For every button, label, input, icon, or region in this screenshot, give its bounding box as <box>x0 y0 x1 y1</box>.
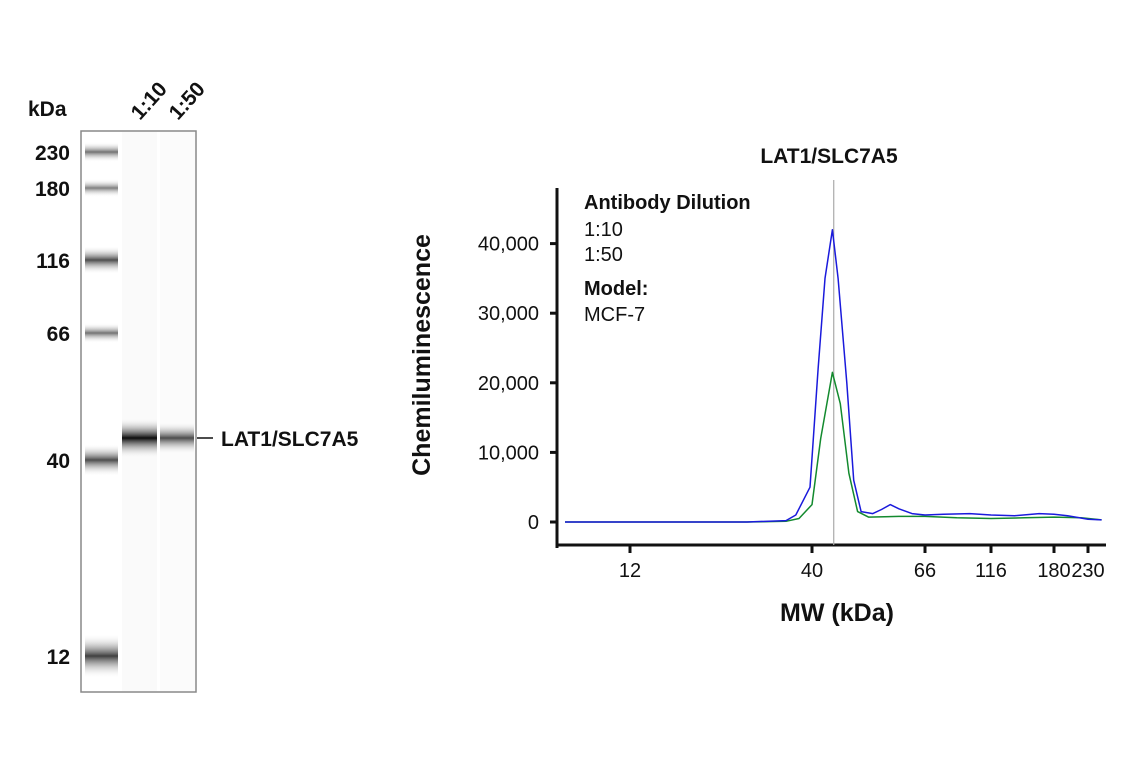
ladder-label-180: 180 <box>35 178 70 201</box>
ladder-label-116: 116 <box>36 250 70 273</box>
y-axis-label: Chemiluminescence <box>408 234 436 476</box>
band-lane-2 <box>160 422 194 454</box>
y-tick-label: 0 <box>528 512 539 534</box>
ladder-lane: 230 180 116 66 40 12 <box>35 142 118 678</box>
x-tick-label: 12 <box>619 560 641 582</box>
ladder-band-116 <box>85 246 118 274</box>
x-tick-label: 40 <box>801 560 823 582</box>
ladder-band-40 <box>85 444 118 476</box>
x-tick-label: 116 <box>975 560 1007 582</box>
legend: Antibody Dilution 1:10 1:50 Model: MCF-7 <box>584 192 751 326</box>
ladder-label-12: 12 <box>47 646 70 669</box>
ladder-label-66: 66 <box>47 323 70 346</box>
chart-panel: LAT1/SLC7A5 Chemiluminescence MW (kDa) 0… <box>408 145 1106 627</box>
ladder-band-180 <box>85 179 118 197</box>
band-label: LAT1/SLC7A5 <box>221 428 359 451</box>
series-line-1-50 <box>565 371 1102 523</box>
ladder-label-230: 230 <box>35 142 70 165</box>
y-tick-label: 10,000 <box>478 442 539 464</box>
x-tick-label: 180 <box>1037 560 1070 582</box>
x-axis-label: MW (kDa) <box>780 599 894 627</box>
legend-entry-1-50: 1:50 <box>584 244 623 266</box>
ladder-band-12 <box>85 634 118 678</box>
legend-model-value: MCF-7 <box>584 304 645 326</box>
x-tick-label: 66 <box>914 560 936 582</box>
series-line-1-10 <box>565 228 1102 523</box>
lane-label-1: 1:10 <box>127 78 172 125</box>
y-tick-label: 20,000 <box>478 373 539 395</box>
blot-panel: kDa 1:10 1:50 230 180 116 66 40 12 LAT1/SLC7A… <box>28 78 359 693</box>
y-tick-label: 30,000 <box>478 303 539 325</box>
ladder-band-230 <box>85 142 118 162</box>
blot-unit-label: kDa <box>28 98 67 121</box>
axes: 0 10,000 20,000 30,000 40,000 12 40 66 116 180 230 <box>478 180 1106 582</box>
ladder-band-66 <box>85 323 118 343</box>
series-group <box>565 228 1102 523</box>
band-lane-1 <box>122 418 157 458</box>
ladder-label-40: 40 <box>47 450 70 473</box>
x-tick-label: 230 <box>1071 560 1104 582</box>
chart-title: LAT1/SLC7A5 <box>760 145 898 168</box>
legend-model-heading: Model: <box>584 278 648 300</box>
lane-label-2: 1:50 <box>165 78 210 125</box>
y-tick-label: 40,000 <box>478 234 539 256</box>
legend-entry-1-10: 1:10 <box>584 219 623 241</box>
legend-heading: Antibody Dilution <box>584 192 751 214</box>
